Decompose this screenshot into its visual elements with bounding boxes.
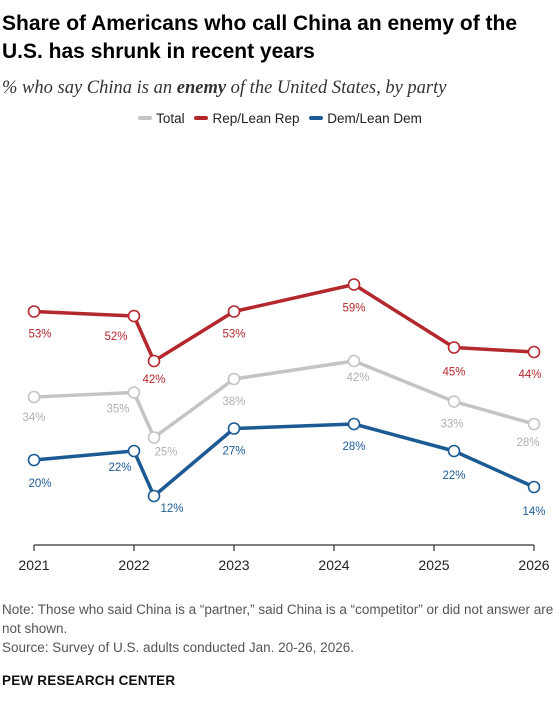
data-point-total — [127, 386, 141, 399]
chart-notes: Note: Those who said China is a “partner… — [2, 600, 554, 657]
data-point-total — [227, 372, 241, 386]
series-line-dem — [32, 422, 536, 498]
source-text: Source: Survey of U.S. adults conducted … — [2, 640, 354, 655]
data-label-dem: 14% — [522, 506, 545, 518]
series-layer — [27, 278, 541, 503]
x-tick-label: 2022 — [118, 557, 149, 573]
x-tick-label: 2021 — [18, 557, 49, 573]
data-label-total: 38% — [222, 396, 245, 408]
data-label-rep: 45% — [442, 367, 465, 379]
chart-legend: Total Rep/Lean Rep Dem/Lean Dem — [0, 111, 560, 126]
data-point-total — [527, 417, 541, 431]
data-point-total — [147, 431, 161, 444]
data-label-dem: 22% — [108, 462, 131, 474]
data-point-total — [347, 354, 361, 368]
data-labels: 34% 35% 25% 38% 42% 33% 28% 53% 52% 42% 53% 59% 45% 4… — [22, 303, 545, 519]
data-label-dem: 12% — [160, 503, 183, 515]
data-point-dem — [527, 480, 541, 494]
data-point-total — [27, 390, 41, 404]
legend-swatch-total — [138, 116, 153, 121]
x-tick-label: 2026 — [518, 557, 549, 573]
legend-label-dem: Dem/Lean Dem — [327, 111, 422, 126]
data-point-rep — [147, 354, 161, 368]
line-chart: 2021 2022 2023 2024 2025 2026 34% 35% 25% 38% 42%… — [18, 278, 550, 573]
legend-item-rep: Rep/Lean Rep — [194, 111, 300, 126]
note-text: Note: Those who said China is a “partner… — [2, 602, 554, 636]
subtitle-emphasis: enemy — [176, 78, 227, 98]
chart-subtitle: % who say China is an enemy of the Unite… — [2, 78, 446, 99]
data-label-dem: 27% — [222, 446, 245, 458]
series-total — [27, 354, 541, 444]
x-tick-label: 2023 — [218, 557, 249, 573]
data-label-total: 42% — [346, 372, 369, 384]
data-point-rep — [447, 341, 461, 354]
legend-label-total: Total — [156, 111, 185, 126]
data-label-total: 25% — [154, 447, 177, 459]
data-point-rep — [227, 305, 241, 318]
data-point-rep — [347, 278, 361, 291]
data-label-dem: 20% — [28, 478, 51, 490]
legend-item-dem: Dem/Lean Dem — [309, 111, 422, 126]
data-label-total: 33% — [440, 419, 463, 431]
data-label-total: 28% — [516, 437, 539, 449]
data-point-rep — [27, 305, 41, 318]
data-label-dem: 22% — [442, 470, 465, 482]
data-point-dem — [347, 417, 361, 431]
legend-label-rep: Rep/Lean Rep — [212, 111, 300, 126]
series-dem — [27, 417, 541, 503]
x-tick-label: 2025 — [418, 557, 449, 573]
data-point-rep — [527, 345, 541, 359]
data-point-rep — [127, 309, 141, 323]
subtitle-before: % who say China is an — [2, 78, 177, 98]
data-label-rep: 42% — [142, 374, 165, 386]
data-label-total: 35% — [106, 404, 129, 416]
data-point-total — [447, 395, 461, 408]
data-label-rep: 59% — [342, 303, 365, 315]
subtitle-after: of the United States, by party — [226, 78, 447, 98]
legend-item-total: Total — [138, 111, 185, 126]
legend-swatch-rep — [194, 116, 209, 121]
data-label-total: 34% — [22, 412, 45, 424]
data-label-rep: 53% — [28, 329, 51, 341]
data-label-rep: 44% — [518, 369, 541, 381]
data-point-dem — [447, 444, 461, 458]
chart-title: Share of Americans who call China an ene… — [2, 12, 518, 63]
x-axis: 2021 2022 2023 2024 2025 2026 — [18, 544, 550, 573]
data-label-rep: 52% — [104, 331, 127, 343]
x-tick-label: 2024 — [318, 557, 349, 573]
series-rep — [27, 278, 541, 368]
data-point-dem — [227, 422, 241, 435]
data-label-dem: 28% — [342, 441, 365, 453]
data-point-dem — [127, 444, 141, 458]
legend-swatch-dem — [309, 116, 324, 121]
data-label-rep: 53% — [222, 329, 245, 341]
data-point-dem — [147, 489, 161, 503]
data-point-dem — [27, 453, 41, 467]
brand-logo-text: PEW RESEARCH CENTER — [2, 673, 176, 688]
